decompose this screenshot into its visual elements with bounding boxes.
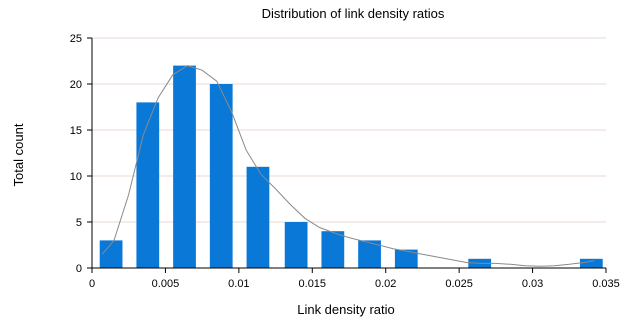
grid-lines xyxy=(92,37,606,223)
histogram-bar xyxy=(99,240,123,268)
histogram-bar xyxy=(173,65,196,268)
x-tick-label: 0.035 xyxy=(592,278,620,290)
histogram-bar xyxy=(358,240,381,268)
histogram-bar xyxy=(209,84,233,268)
y-tick-label: 20 xyxy=(70,79,82,91)
y-axis-label: Total count xyxy=(11,123,26,186)
y-tick-label: 15 xyxy=(70,125,82,137)
histogram-bar xyxy=(246,166,270,268)
histogram-bar xyxy=(394,249,418,268)
density-curve xyxy=(101,65,595,267)
x-tick-label: 0.01 xyxy=(228,278,249,290)
x-tick-label: 0.03 xyxy=(522,278,543,290)
x-axis-label: Link density ratio xyxy=(297,302,395,317)
histogram-bar xyxy=(321,231,345,268)
histogram-bar xyxy=(136,102,160,269)
y-tick-label: 10 xyxy=(70,171,82,183)
x-tick-label: 0 xyxy=(89,278,95,290)
y-tick-label: 5 xyxy=(76,217,82,229)
chart-title: Distribution of link density ratios xyxy=(262,6,445,21)
bars xyxy=(99,65,603,269)
x-tick-label: 0.02 xyxy=(375,278,396,290)
x-tick-label: 0.015 xyxy=(299,278,327,290)
x-tick-label: 0.025 xyxy=(445,278,473,290)
y-tick-label: 0 xyxy=(76,263,82,275)
x-tick-label: 0.005 xyxy=(152,278,180,290)
y-tick-label: 25 xyxy=(70,33,82,45)
histogram-bar xyxy=(579,258,603,268)
histogram-bar xyxy=(284,222,308,268)
axes: 0 5 10 15 20 25 0 0.005 0.01 0.015 0.02 0.025 0.03 0.… xyxy=(70,33,620,290)
